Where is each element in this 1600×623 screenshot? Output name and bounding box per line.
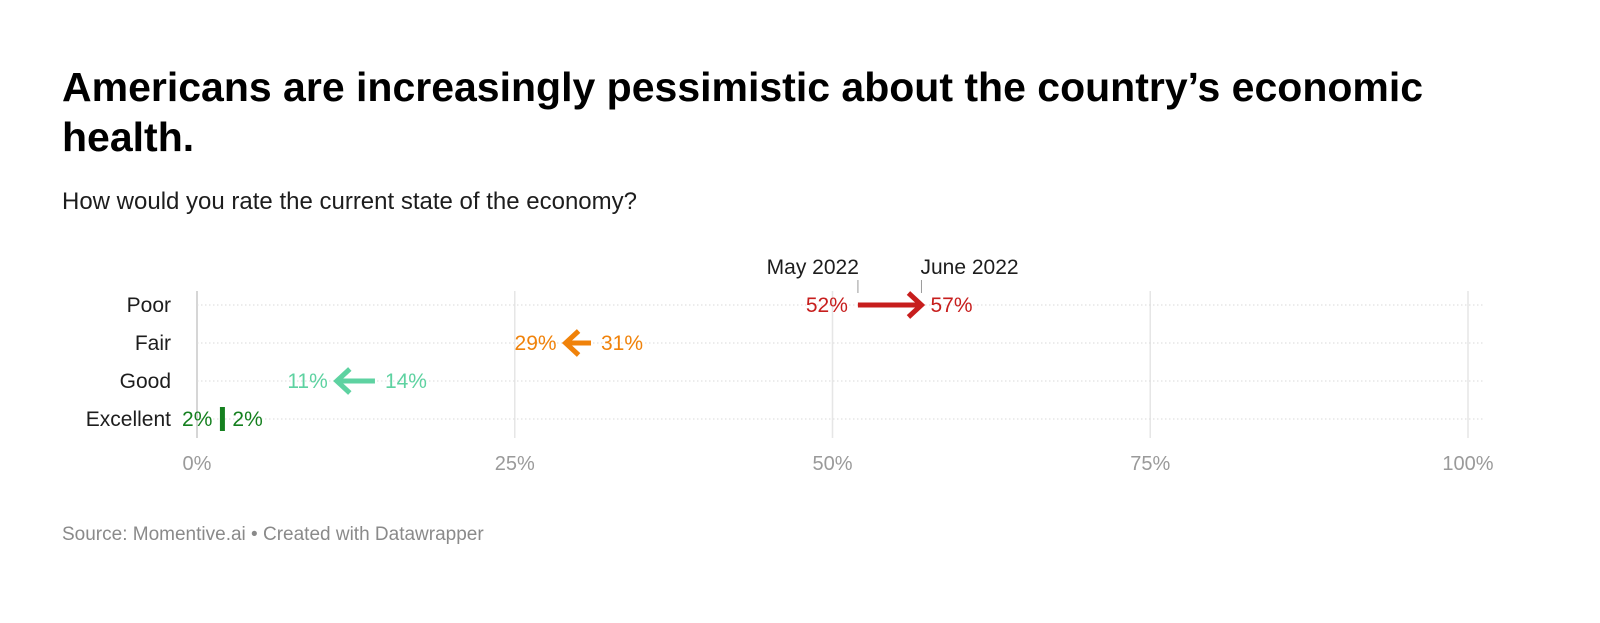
category-labels: Poor Fair Good Excellent bbox=[86, 294, 171, 431]
x-tick-label: 25% bbox=[495, 453, 535, 475]
source-label: Source: bbox=[62, 524, 128, 545]
vertical-gridlines bbox=[196, 291, 1469, 438]
series-annotation: May 2022 bbox=[767, 256, 859, 279]
chart-footer: Source: Momentive.ai • Created with Data… bbox=[62, 522, 484, 548]
value-label: 31% bbox=[601, 332, 643, 355]
value-labels: 52% 57% 31% 29% 14% 11% 2% 2% bbox=[182, 294, 972, 431]
value-label: 14% bbox=[385, 370, 427, 393]
arrows bbox=[219, 291, 926, 431]
arrow-chart: 0% 25% 50% 75% 100% Poor Fair Good Excellent Ma… bbox=[86, 256, 1494, 475]
value-label: 29% bbox=[515, 332, 557, 355]
value-label: 57% bbox=[930, 294, 972, 317]
value-label: 2% bbox=[182, 408, 212, 431]
arrow-head-fair bbox=[561, 329, 581, 357]
x-tick-label: 75% bbox=[1130, 453, 1170, 475]
source-link[interactable]: Momentive.ai bbox=[132, 524, 246, 545]
x-tick-label: 100% bbox=[1442, 453, 1493, 475]
credit-link[interactable]: Created with Datawrapper bbox=[262, 524, 484, 545]
chart-subtitle: How would you rate the current state of … bbox=[62, 188, 637, 215]
category-label: Poor bbox=[127, 294, 171, 317]
value-label: 52% bbox=[806, 294, 848, 317]
x-axis-tick-labels: 0% 25% 50% 75% 100% bbox=[183, 453, 1494, 475]
series-annotation: June 2022 bbox=[920, 256, 1018, 279]
x-tick-label: 0% bbox=[183, 453, 212, 475]
row-gridlines bbox=[197, 304, 1484, 420]
arrow-head-poor bbox=[906, 291, 926, 319]
category-label: Good bbox=[120, 370, 171, 393]
chart-title: Americans are increasingly pessimistic a… bbox=[62, 64, 1424, 160]
category-label: Excellent bbox=[86, 408, 171, 431]
category-label: Fair bbox=[135, 332, 171, 355]
value-label: 2% bbox=[232, 408, 262, 431]
series-annotations: May 2022 June 2022 bbox=[767, 256, 1019, 293]
x-tick-label: 50% bbox=[812, 453, 852, 475]
footer-separator: • bbox=[251, 524, 258, 545]
value-label: 11% bbox=[287, 370, 327, 393]
arrow-head-good bbox=[333, 367, 352, 395]
